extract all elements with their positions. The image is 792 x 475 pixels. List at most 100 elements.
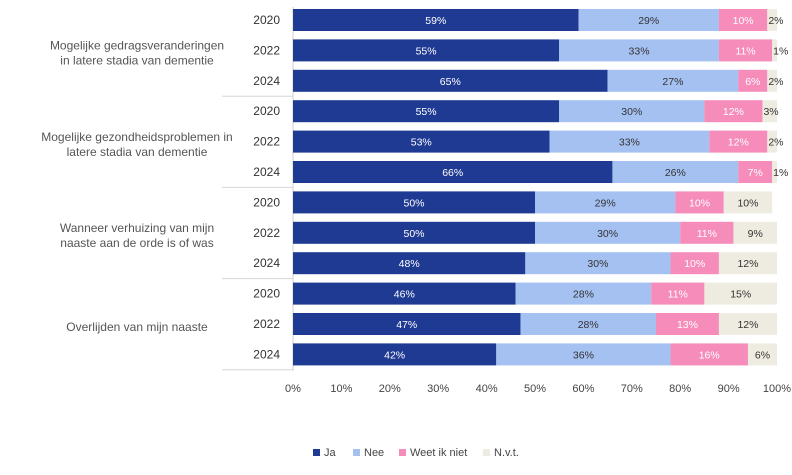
x-tick-label: 0% [285,383,301,395]
bar-segment [738,69,768,92]
data-label: 66% [442,167,463,179]
data-label: 12% [737,319,758,331]
data-label: 2% [768,15,783,27]
bar-segment [293,100,560,123]
bar-segment [772,161,777,183]
legend-swatch [483,449,490,456]
data-label: 28% [578,319,599,331]
year-label: 2020 [253,13,280,27]
bar-segment [293,69,608,92]
x-tick-label: 100% [763,383,791,395]
bars: 59% 29% 10% 2% 55% 33% 11% 1% 65% 27% 6% 2% 55% 30% 12… [293,9,788,366]
data-label: 6% [755,349,770,361]
year-label: 2020 [253,195,280,209]
x-tick-label: 80% [669,383,691,395]
bar-segment [723,191,773,214]
bar-segment [293,282,516,305]
bar-segment [767,9,777,31]
bar-segment [559,39,719,62]
data-label: 48% [399,258,420,270]
data-label: 42% [384,349,405,361]
bar-segment [535,221,681,244]
legend-label: Weet ik niet [410,447,467,459]
bar-segment [515,282,652,305]
bar-segment [718,313,777,335]
data-label: 1% [773,167,788,179]
bar-segment [293,343,497,366]
bar-segment [293,191,535,214]
year-label: 2022 [253,317,280,331]
data-label: 12% [723,106,744,118]
x-tick-label: 50% [524,383,546,395]
category-label: Mogelijke gezondheidsproblemen in latere … [41,130,232,159]
category-label-line: latere stadia van dementie [67,145,208,159]
bar-segment [607,69,739,92]
data-label: 2% [768,137,783,149]
year-label: 2024 [253,256,280,270]
data-label: 30% [621,106,642,118]
bar-segment [293,252,526,275]
x-tick-label: 60% [572,383,594,395]
data-label: 28% [573,289,594,301]
bar-segment [767,69,777,92]
bar-segment [704,100,763,123]
bar-segment [772,39,777,62]
data-label: 11% [697,228,717,240]
bar-segment [651,282,705,305]
bar-segment [293,161,613,183]
data-label: 6% [745,76,760,88]
bar-segment [612,161,739,183]
bar-segment [718,252,777,275]
data-label: 10% [689,197,710,209]
bar-segment [718,39,773,62]
data-label: 16% [699,349,720,361]
bar-segment [675,191,724,214]
year-label: 2020 [253,104,280,118]
data-label: 29% [595,197,616,209]
year-label: 2020 [253,287,280,301]
y-axis-labels: Mogelijke gedragsveranderingen in latere … [41,13,280,361]
legend-label: Nee [364,447,384,459]
bar-segment [496,343,671,366]
category-label-line: Mogelijke gedragsveranderingen [50,39,224,53]
bar-segment [535,191,676,214]
bar-segment [293,221,535,244]
data-label: 10% [733,15,754,27]
data-label: 13% [677,319,698,331]
x-tick-label: 10% [330,383,352,395]
data-label: 55% [416,106,437,118]
bar-segment [680,221,734,244]
year-label: 2022 [253,43,280,57]
data-label: 59% [425,15,446,27]
x-axis: 0% 10% 20% 30% 40% 50% 60% 70% 80% 90% 100% [285,383,791,395]
legend-swatch [399,449,406,456]
year-label: 2024 [253,165,280,179]
category-label-line: naaste aan de orde is of was [60,236,213,250]
legend-swatch [353,449,360,456]
bar-segment [293,9,579,31]
legend-swatch [313,449,320,456]
category-label: Overlijden van mijn naaste [66,320,208,334]
bar-segment [549,130,710,153]
data-label: 1% [773,45,788,57]
data-label: 11% [735,45,755,57]
category-label: Wanneer verhuizing van mijn naaste aan de… [60,221,214,250]
data-label: 10% [684,258,705,270]
bar-segment [559,100,705,123]
data-label: 29% [638,15,659,27]
data-label: 47% [396,319,417,331]
x-tick-label: 90% [718,383,740,395]
data-label: 12% [728,137,749,149]
data-label: 30% [587,258,608,270]
data-label: 2% [768,76,783,88]
legend: Ja Nee Weet ik niet N.v.t. [313,447,519,459]
bar-segment [656,313,719,335]
data-label: 7% [748,167,763,179]
bar-segment [762,100,777,123]
bar-segment [293,39,560,62]
data-label: 33% [619,137,640,149]
year-label: 2022 [253,226,280,240]
category-label: Mogelijke gedragsveranderingen in latere … [50,39,224,68]
bar-segment [293,130,550,153]
category-label-line: Mogelijke gezondheidsproblemen in [41,130,232,144]
